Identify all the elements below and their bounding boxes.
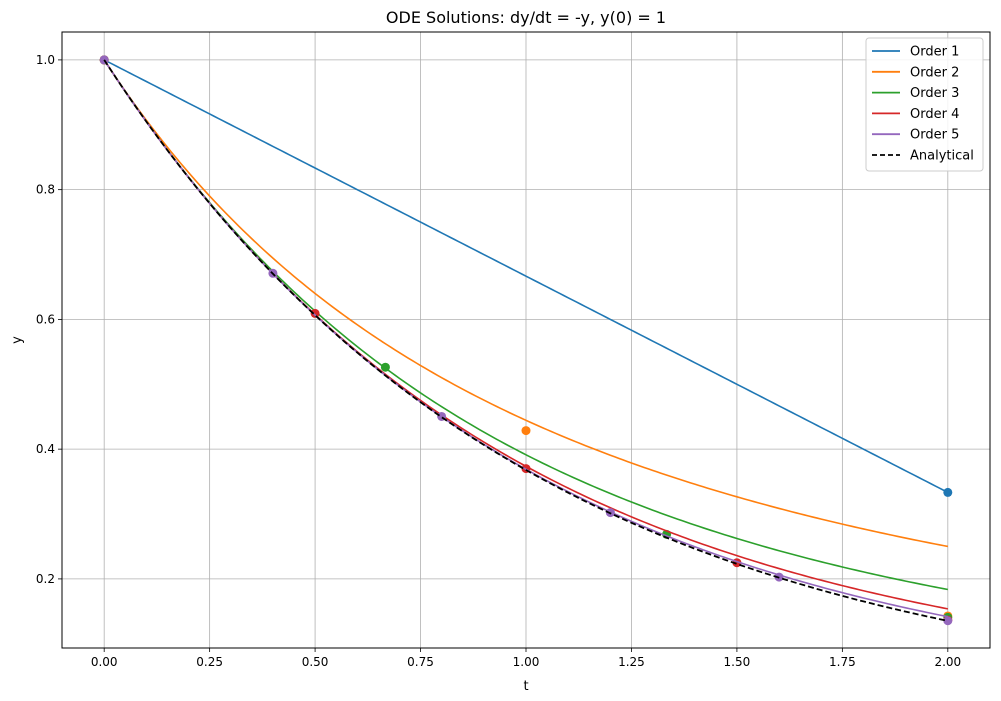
legend-label: Order 3 [910,86,959,101]
y-tick-label: 1.0 [36,53,55,67]
legend: Order 1 Order 2 Order 3 Order 4 Order 5 Analy… [865,37,984,172]
y-tick-label: 0.8 [36,183,55,197]
ticks: 0.00 0.25 0.50 0.75 1.00 1.25 1.50 1.75 2.00 0.2 0… [36,53,961,669]
y-tick-label: 0.4 [36,442,55,456]
data-point [943,616,953,626]
x-tick-label: 0.25 [196,655,223,669]
data-point [99,55,109,65]
series-layer [99,55,953,626]
series-line [103,59,949,622]
x-tick-label: 1.00 [513,655,540,669]
x-tick-label: 1.50 [724,655,751,669]
x-tick-label: 2.00 [934,655,961,669]
data-point [380,362,390,372]
grid [62,32,990,648]
series-line [103,59,948,591]
y-axis-label: y [10,336,25,344]
y-tick-label: 0.2 [36,572,55,586]
y-tick-label: 0.6 [36,312,55,326]
x-tick-label: 0.50 [302,655,329,669]
legend-label: Order 5 [910,128,959,143]
data-point [310,308,320,318]
legend-label: Order 1 [910,45,959,60]
x-tick-label: 0.75 [407,655,434,669]
series-line [103,59,948,548]
x-tick-label: 0.00 [91,655,118,669]
legend-label: Order 4 [910,107,959,122]
data-point [521,426,531,436]
x-axis-label: t [523,679,528,694]
legend-label: Order 2 [910,65,959,80]
series-line [103,59,949,494]
series-analytical [103,59,949,622]
chart-title: ODE Solutions: dy/dt = -y, y(0) = 1 [386,8,666,27]
data-point [943,487,953,497]
legend-label: Analytical [910,149,974,164]
x-tick-label: 1.75 [829,655,856,669]
x-tick-label: 1.25 [618,655,645,669]
series-line [103,59,948,618]
